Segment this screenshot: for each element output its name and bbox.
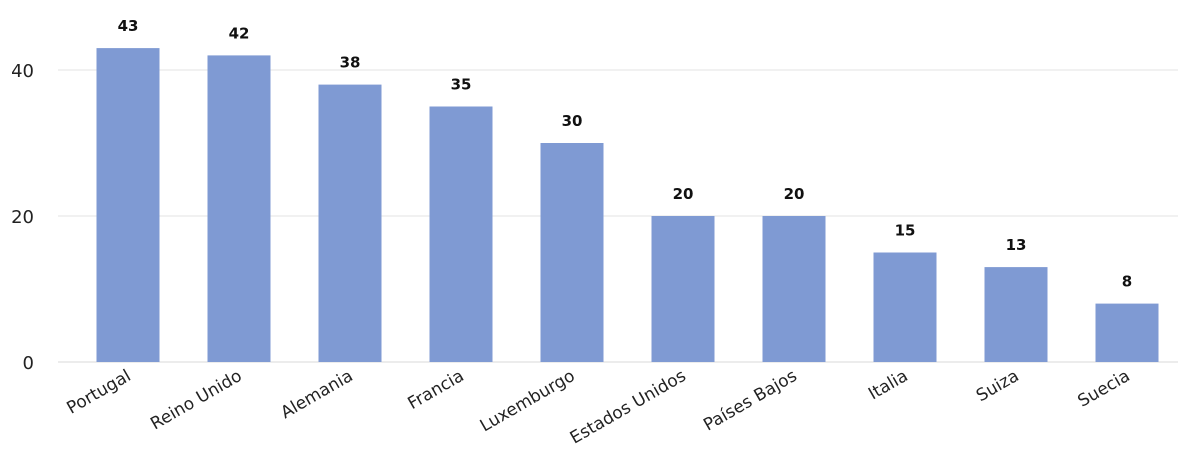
- y-tick-label: 40: [11, 61, 34, 82]
- data-label: 8: [1122, 273, 1132, 291]
- bar-suiza: [984, 267, 1048, 362]
- bar-italia: [873, 252, 937, 362]
- bar-portugal: [96, 48, 160, 362]
- bar-alemania: [318, 84, 382, 362]
- bar-estados-unidos: [651, 216, 715, 362]
- x-axis: Portugal Reino Unido Alemania Francia Luxemb…: [64, 366, 1134, 448]
- bar-reino-unido: [207, 55, 271, 363]
- bars: [96, 48, 1159, 363]
- x-tick-label: Alemania: [277, 366, 356, 423]
- x-tick-label: Luxemburgo: [477, 366, 579, 436]
- x-tick-label: Italia: [865, 366, 911, 404]
- x-tick-label: Suecia: [1075, 366, 1134, 412]
- bar-suecia: [1095, 303, 1159, 362]
- bar-países-bajos: [762, 216, 826, 362]
- data-label: 38: [340, 54, 361, 72]
- data-labels: 43 42 38 35 30 20 20 15 13 8: [118, 17, 1133, 291]
- y-tick-label: 20: [11, 207, 34, 228]
- x-tick-label: Reino Unido: [147, 366, 245, 434]
- x-tick-label: Portugal: [64, 366, 135, 419]
- data-label: 30: [562, 112, 583, 130]
- data-label: 13: [1006, 236, 1027, 254]
- data-label: 15: [895, 222, 916, 240]
- data-label: 35: [451, 76, 472, 94]
- data-label: 42: [229, 24, 250, 42]
- x-tick-label: Estados Unidos: [567, 366, 690, 448]
- x-tick-label: Francia: [404, 366, 467, 414]
- data-label: 20: [784, 185, 805, 203]
- y-axis: 0 20 40: [11, 61, 34, 374]
- x-tick-label: Suiza: [973, 366, 1023, 406]
- y-tick-label: 0: [23, 353, 34, 374]
- data-label: 43: [118, 17, 139, 35]
- bar-francia: [429, 106, 493, 362]
- bar-luxemburgo: [540, 143, 604, 362]
- x-tick-label: Países Bajos: [700, 366, 800, 436]
- data-label: 20: [673, 185, 694, 203]
